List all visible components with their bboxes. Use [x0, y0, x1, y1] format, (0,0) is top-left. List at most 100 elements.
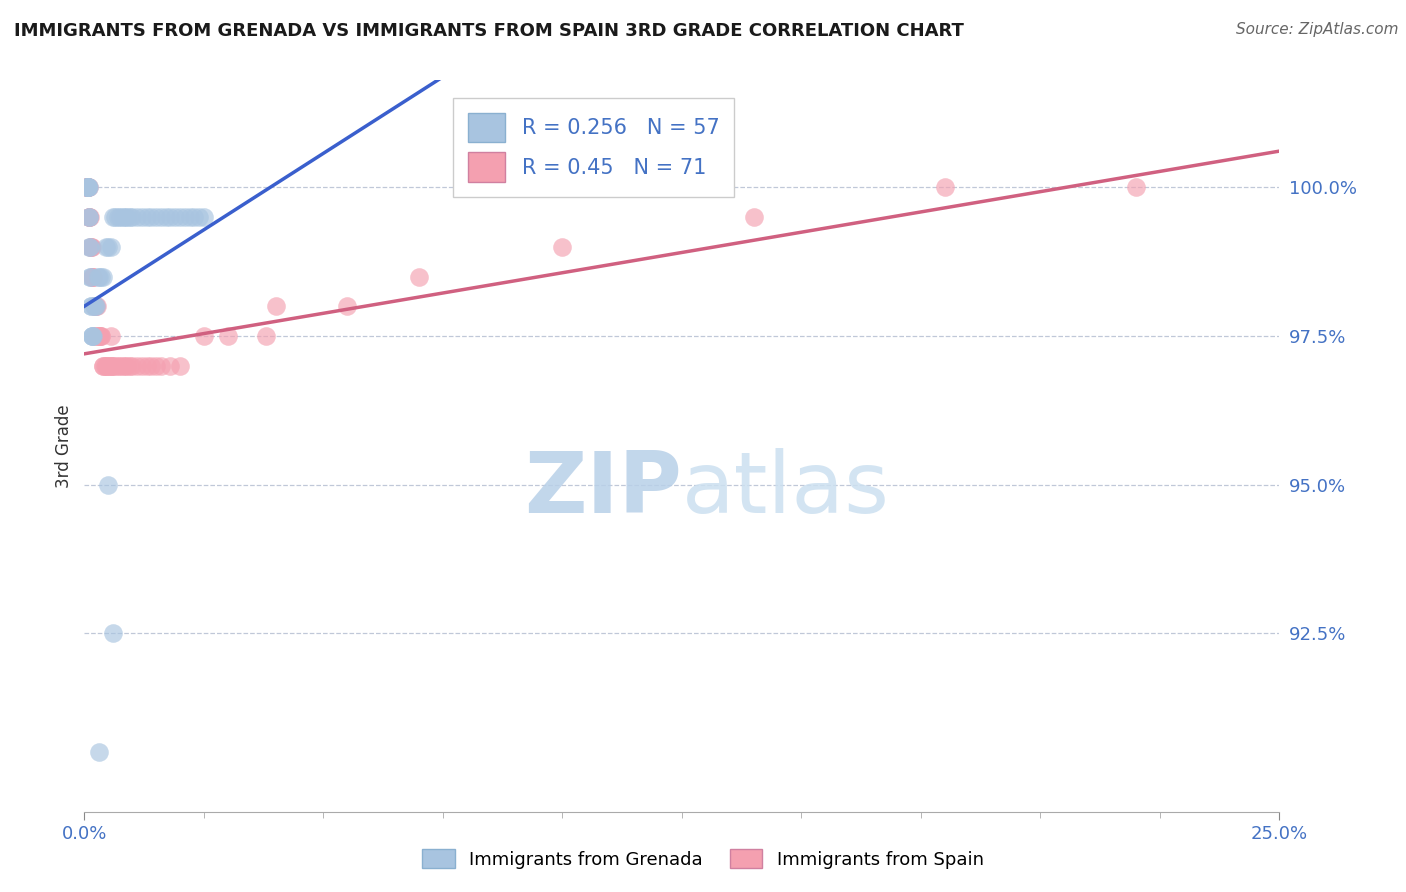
Point [80, 269, 103, 284]
Point [104, 210, 127, 224]
Point [83, 299, 105, 313]
Point [121, 359, 143, 373]
Point [90, 329, 112, 343]
Point [169, 210, 191, 224]
Point [79, 210, 101, 224]
Point [77, 180, 100, 194]
Point [80, 329, 103, 343]
Point [77, 210, 100, 224]
Point [94, 240, 117, 254]
Point [118, 210, 141, 224]
Point [111, 359, 134, 373]
Point [77, 210, 100, 224]
Point [80, 240, 103, 254]
Point [82, 269, 104, 284]
Point [76, 180, 98, 194]
Point [90, 269, 112, 284]
Point [193, 329, 215, 343]
Point [264, 299, 287, 313]
Point [77, 180, 100, 194]
Point [149, 210, 172, 224]
Point [82, 269, 104, 284]
Point [87, 329, 110, 343]
Point [110, 359, 132, 373]
Point [149, 359, 172, 373]
Point [100, 329, 122, 343]
Point [76, 180, 98, 194]
Point [173, 210, 195, 224]
Point [90, 329, 112, 343]
Point [145, 210, 167, 224]
Point [77, 210, 100, 224]
Point [80, 299, 103, 313]
Point [77, 180, 100, 194]
Point [86, 299, 108, 313]
Point [131, 359, 153, 373]
Point [76, 180, 98, 194]
Point [93, 359, 115, 373]
Point [179, 210, 201, 224]
Point [217, 329, 239, 343]
Point [104, 359, 127, 373]
Point [86, 329, 108, 343]
Point [188, 210, 211, 224]
Point [86, 299, 108, 313]
Text: IMMIGRANTS FROM GRENADA VS IMMIGRANTS FROM SPAIN 3RD GRADE CORRELATION CHART: IMMIGRANTS FROM GRENADA VS IMMIGRANTS FR… [14, 22, 965, 40]
Point [110, 210, 132, 224]
Text: atlas: atlas [682, 449, 890, 532]
Point [165, 210, 187, 224]
Point [135, 210, 157, 224]
Point [82, 329, 104, 343]
Point [76, 180, 98, 194]
Point [145, 359, 167, 373]
Point [125, 210, 148, 224]
Point [114, 359, 136, 373]
Point [82, 269, 104, 284]
Legend: Immigrants from Grenada, Immigrants from Spain: Immigrants from Grenada, Immigrants from… [415, 842, 991, 876]
Point [89, 329, 111, 343]
Point [94, 359, 117, 373]
Point [84, 299, 107, 313]
Point [76, 180, 98, 194]
Point [114, 210, 136, 224]
Point [91, 359, 114, 373]
Point [93, 269, 115, 284]
Point [131, 210, 153, 224]
Point [121, 210, 143, 224]
Point [83, 299, 105, 313]
Point [76, 180, 98, 194]
Point [83, 299, 105, 313]
Point [98, 359, 121, 373]
Point [75, 180, 97, 194]
Point [79, 240, 101, 254]
Point [107, 210, 129, 224]
Point [101, 626, 124, 640]
Point [551, 240, 574, 254]
Point [254, 329, 277, 343]
Point [101, 210, 124, 224]
Point [96, 359, 118, 373]
Point [101, 359, 124, 373]
Point [101, 359, 124, 373]
Point [100, 359, 122, 373]
Point [76, 180, 98, 194]
Point [77, 180, 100, 194]
Point [97, 240, 120, 254]
Point [83, 299, 105, 313]
Point [107, 359, 129, 373]
Point [76, 180, 98, 194]
Point [169, 359, 191, 373]
Point [79, 299, 101, 313]
Point [82, 329, 104, 343]
Point [87, 269, 110, 284]
Point [135, 359, 157, 373]
Point [80, 329, 103, 343]
Point [77, 210, 100, 224]
Point [111, 210, 134, 224]
Point [76, 180, 98, 194]
Point [1125, 180, 1147, 194]
Point [97, 359, 120, 373]
Y-axis label: 3rd Grade: 3rd Grade [55, 404, 73, 488]
Point [77, 180, 100, 194]
Point [87, 329, 110, 343]
